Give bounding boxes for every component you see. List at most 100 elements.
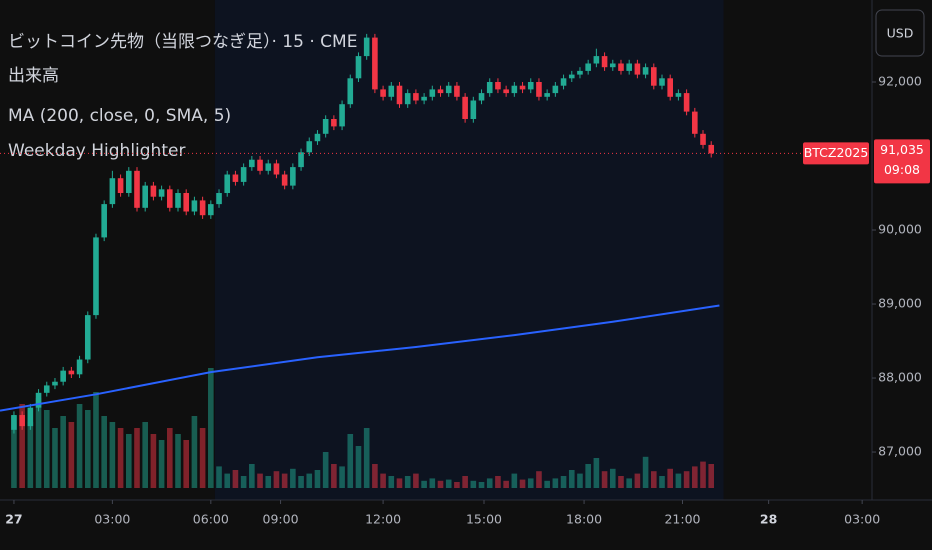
candle-body (257, 159, 263, 171)
currency-label[interactable]: USD (887, 26, 914, 41)
volume-bar (117, 428, 124, 488)
candle-body (175, 193, 181, 208)
candle-body (158, 189, 165, 197)
volume-bar (404, 476, 411, 488)
candle-body (495, 81, 501, 90)
candle-body (404, 93, 411, 105)
last-price-label: 91,035 (880, 142, 924, 157)
volume-bar (470, 480, 477, 488)
candle-body (101, 204, 107, 238)
volume-bar (511, 473, 518, 488)
volume-bar (93, 392, 99, 488)
volume-bar (339, 466, 345, 488)
candle-body (347, 78, 354, 105)
volume-bar (421, 480, 427, 488)
candle-body (117, 178, 124, 194)
volume-bar (167, 428, 173, 488)
candle-body (667, 78, 674, 97)
candle-body (363, 37, 370, 57)
candle-body (527, 81, 534, 90)
candle-body (642, 67, 649, 75)
volume-bar (519, 479, 526, 488)
candle-body (249, 159, 255, 168)
volume-bar (240, 476, 247, 488)
candle-body (134, 170, 140, 208)
volume-bar (478, 482, 485, 488)
volume-bar (601, 471, 608, 488)
candle-body (618, 63, 624, 71)
volume-bar (232, 470, 239, 488)
volume-bar (577, 473, 583, 488)
volume-bar (626, 478, 632, 488)
currency-button[interactable] (875, 9, 925, 57)
volume-bar (150, 434, 157, 488)
volume-bar (134, 428, 140, 488)
volume-bar (224, 473, 231, 488)
volume-bar (199, 428, 206, 488)
candle-body (429, 89, 436, 97)
symbol-badge (803, 142, 869, 165)
volume-bar (544, 480, 550, 488)
x-tick-label: 03:00 (844, 512, 880, 527)
candle-body (216, 193, 222, 205)
chart-title: ビットコイン先物（当限つなぎ足）· 15 · CME (8, 32, 357, 52)
volume-bar (692, 466, 698, 488)
volume-bar (109, 422, 116, 488)
volume-bar (273, 471, 280, 488)
candle-body (650, 67, 657, 86)
indicator-label: 出来高 (8, 66, 59, 86)
volume-bar (503, 480, 509, 488)
candle-body (52, 381, 58, 386)
candle-body (593, 56, 600, 64)
candle-body (486, 81, 493, 94)
candle-body (372, 37, 378, 90)
volume-bar (208, 368, 214, 488)
candle-body (519, 85, 526, 90)
candle-body (265, 163, 272, 171)
candle-body (659, 78, 665, 86)
candle-body (298, 152, 304, 168)
volume-bar (355, 446, 362, 488)
volume-bar (142, 422, 148, 488)
volume-bar (191, 416, 198, 488)
candle-body (183, 193, 190, 212)
volume-bar (618, 476, 624, 488)
volume-bar (413, 473, 419, 488)
candle-body (396, 85, 403, 105)
price-badge (874, 139, 930, 184)
candle-body (150, 185, 157, 197)
volume-bar (290, 468, 296, 488)
candle-body (208, 204, 214, 216)
volume-bar (175, 434, 181, 488)
candle-body (511, 85, 518, 94)
candle-body (503, 89, 509, 94)
volume-bar (347, 434, 354, 488)
volume-bar (429, 478, 436, 488)
ma-line (0, 304, 720, 412)
volume-bar (84, 410, 91, 488)
candle-body (462, 96, 468, 120)
volume-bar (650, 471, 657, 488)
candle-body (60, 370, 66, 382)
x-tick-label: 06:00 (193, 512, 229, 527)
candle-body (167, 189, 173, 208)
volume-bar (683, 471, 690, 488)
candle-body (634, 63, 641, 75)
volume-bar (445, 479, 452, 488)
volume-bar (388, 476, 395, 488)
volume-bar (642, 456, 649, 488)
candle-body (281, 174, 288, 186)
volume-bar (158, 440, 165, 488)
x-tick-label: 12:00 (365, 512, 401, 527)
volume-bar (486, 478, 493, 488)
countdown-label: 09:08 (884, 162, 920, 177)
candle-body (454, 85, 460, 97)
volume-bar (101, 416, 107, 488)
volume-bar (437, 480, 444, 488)
volume-bar (52, 428, 58, 488)
x-tick-label: 15:00 (466, 512, 502, 527)
candle-body (700, 133, 706, 145)
candle-body (142, 185, 148, 208)
volume-bar (19, 404, 25, 488)
volume-bar (667, 468, 674, 488)
